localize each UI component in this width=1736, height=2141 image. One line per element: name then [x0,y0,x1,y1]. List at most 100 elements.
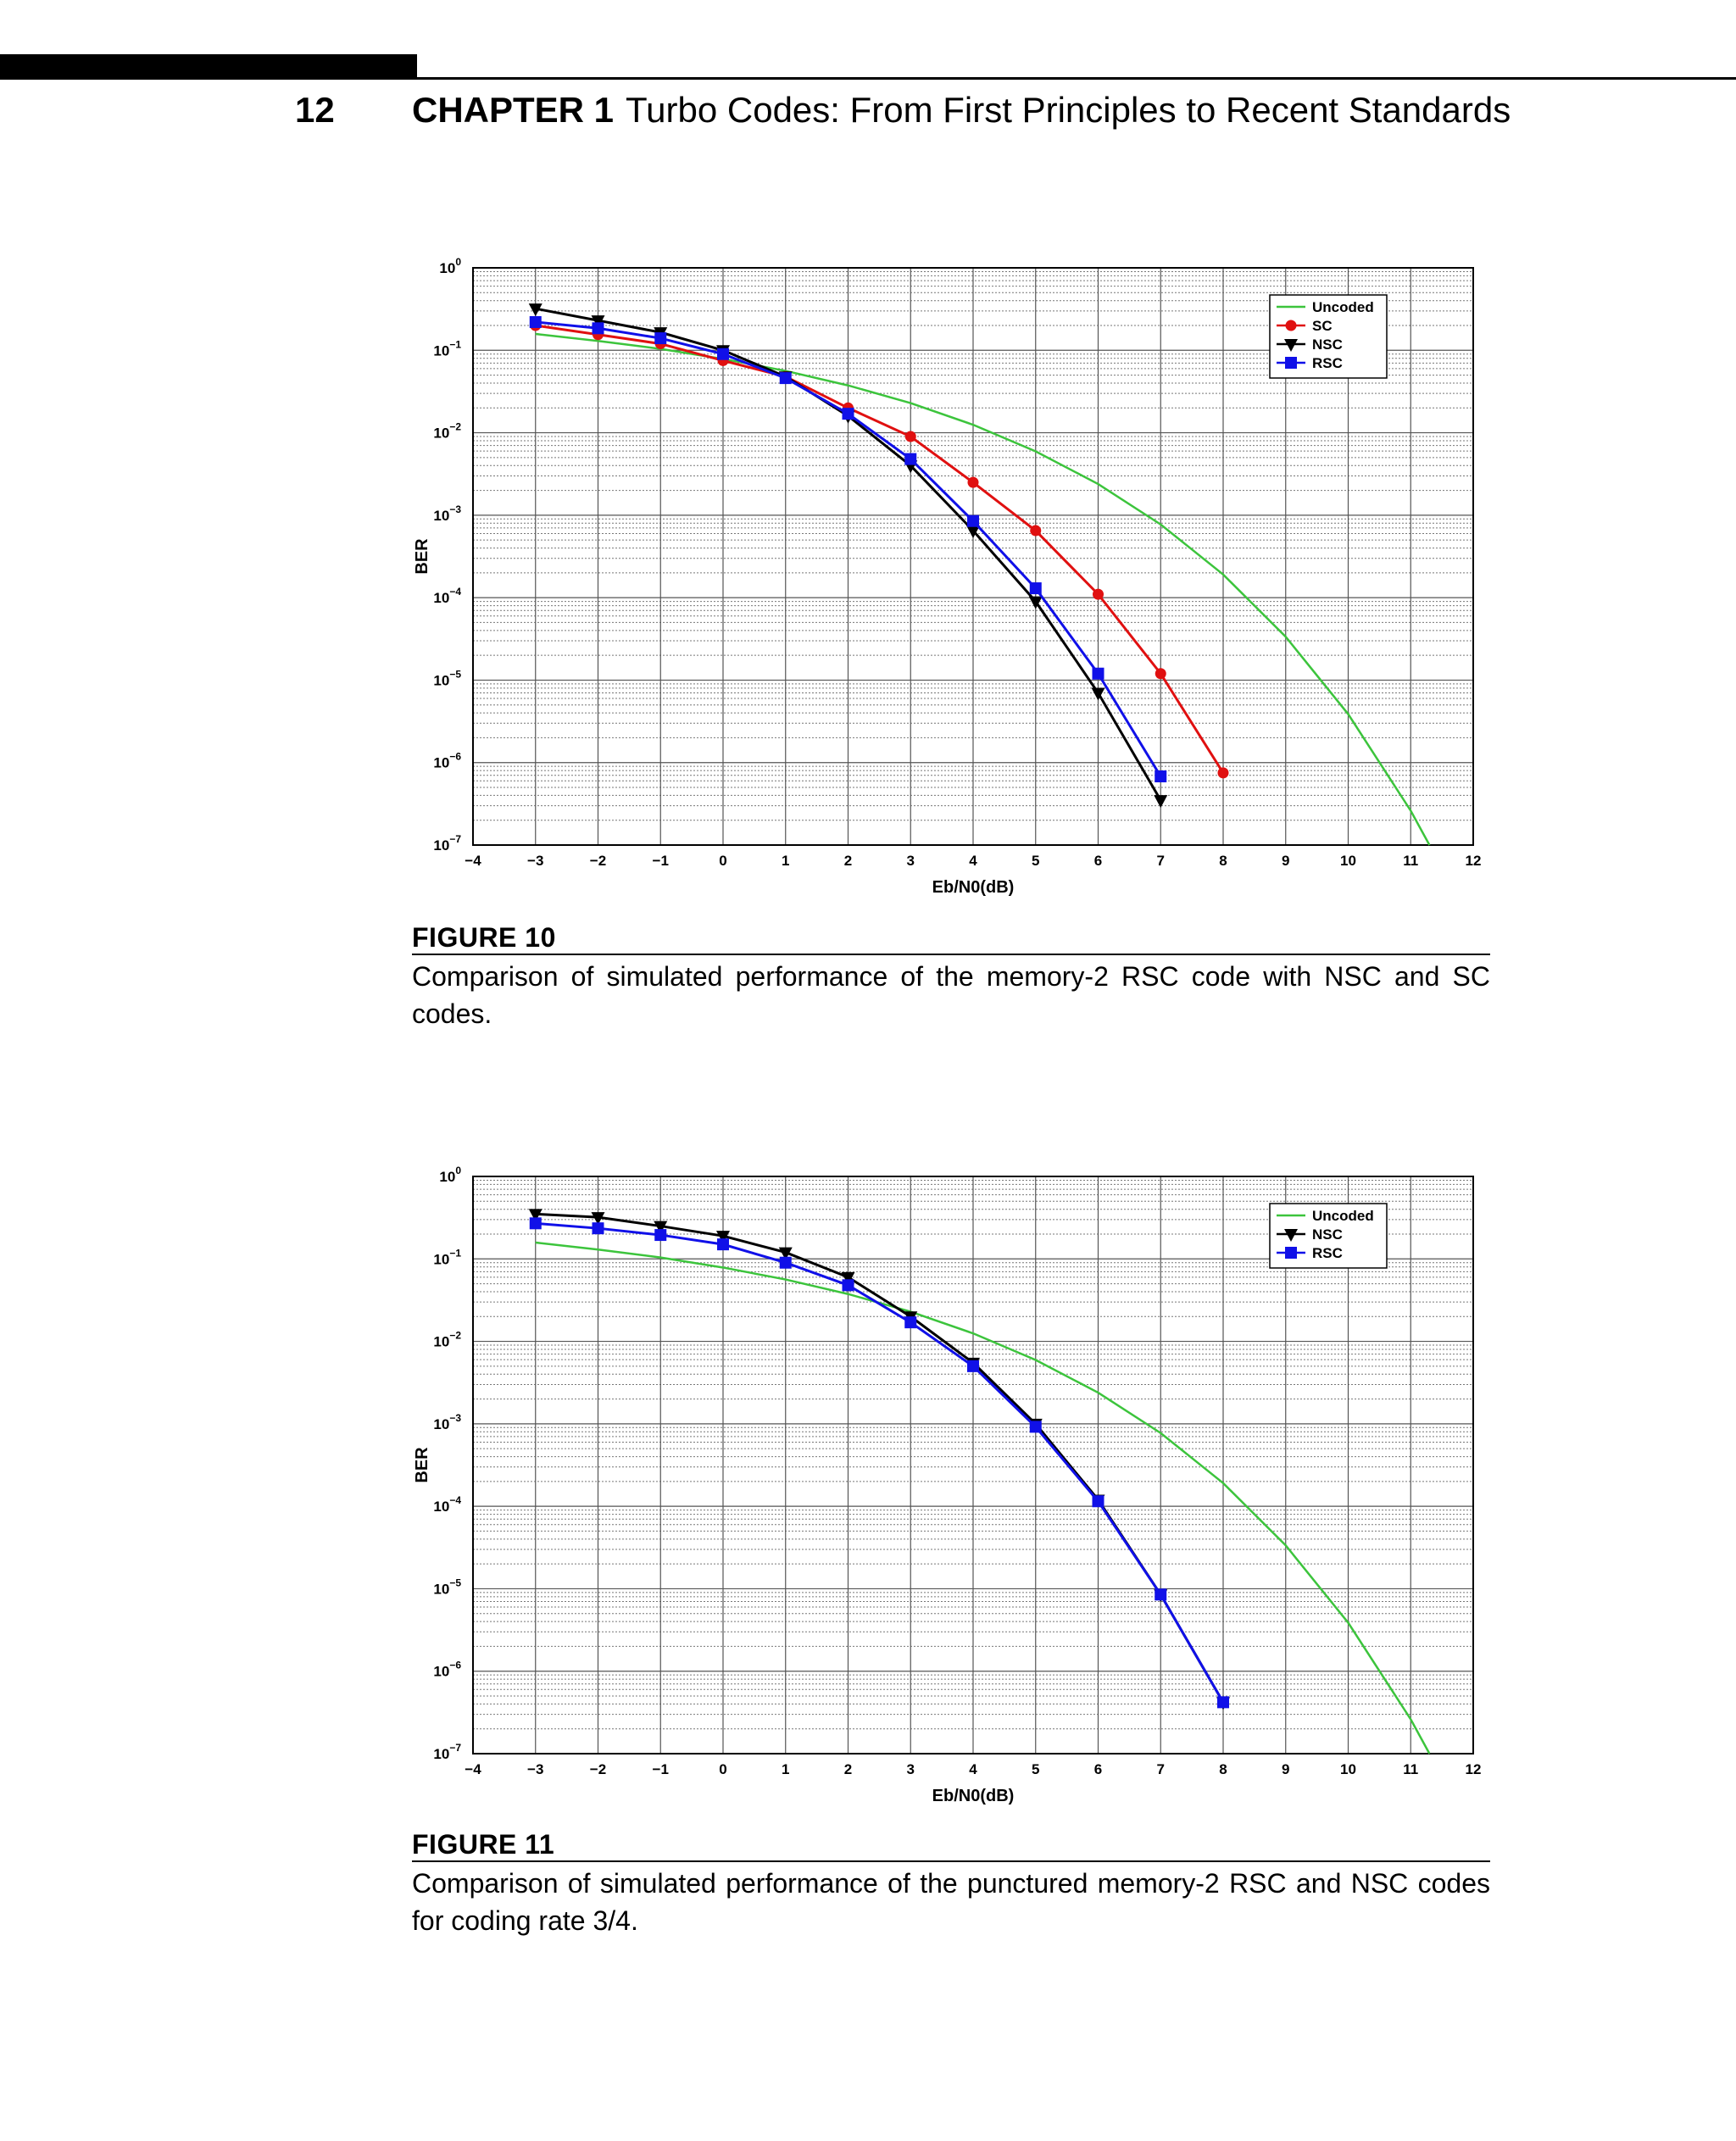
plot-frame [472,1176,1474,1755]
y-tick-exponent: −6 [449,751,461,763]
x-tick-label: 9 [1282,1761,1289,1777]
y-tick-label: 10−3 [433,503,461,524]
square-marker [904,453,917,465]
running-head: CHAPTER 1 Turbo Codes: From First Princip… [412,90,1511,131]
series-rsc [529,315,1167,783]
x-axis-label: Eb/N0(dB) [932,878,1015,897]
y-tick-label: 100 [439,1165,461,1185]
legend-item-uncoded: Uncoded [1277,1208,1374,1224]
y-tick-label: 10−4 [433,586,461,606]
square-marker [1285,357,1297,369]
x-tick-label: 11 [1403,853,1418,869]
chapter-title: Turbo Codes: From First Principles to Re… [626,90,1511,130]
legend: Uncoded NSC RSC [1269,1203,1388,1269]
square-marker [1029,1421,1042,1433]
x-tick-label: 0 [719,853,726,869]
x-tick-label: 3 [907,853,915,869]
series-line-rsc [535,1221,1225,1704]
y-tick-exponent: −5 [449,1577,461,1588]
figure-11-label: FIGURE 11 [412,1829,555,1860]
legend-label: SC [1312,318,1333,334]
x-tick-label: −2 [590,853,606,869]
triangle-marker [841,1271,855,1285]
x-tick-label: −3 [527,853,543,869]
square-marker [592,322,604,335]
square-marker [592,1222,604,1235]
series-line-sc [535,324,1225,774]
y-axis-label: BER [413,538,431,575]
x-tick-label: 2 [844,853,852,869]
x-axis-label: Eb/N0(dB) [932,1787,1015,1805]
x-tick-label: −1 [653,853,669,869]
y-tick-label: 10−1 [433,1247,461,1267]
y-tick-label: 10−3 [433,1412,461,1432]
y-tick-label: 100 [439,256,461,276]
y-tick-label: 10−5 [433,668,461,688]
x-tick-label: 5 [1032,853,1039,869]
circle-marker [1217,767,1229,779]
x-tick-label: −1 [653,1761,669,1777]
y-tick-label: 10−6 [433,1660,461,1680]
legend-item-nsc: NSC [1277,1226,1343,1243]
y-tick-exponent: −5 [449,668,461,680]
y-tick-exponent: −3 [449,503,461,515]
legend-item-uncoded: Uncoded [1277,299,1374,315]
triangle-marker [1028,596,1043,609]
legend-label: NSC [1312,336,1343,353]
x-tick-label: 2 [844,1761,852,1777]
y-tick-label: 10−1 [433,338,461,359]
circle-marker [1285,320,1297,331]
figure-10-rule [412,954,1490,955]
circle-marker [967,476,979,488]
x-tick-label: 3 [907,1761,915,1777]
x-tick-label: 8 [1219,853,1227,869]
triangle-marker [966,526,980,539]
legend-box [1269,294,1388,379]
x-tick-label: 12 [1466,853,1482,869]
page-number: 12 [295,90,335,130]
square-marker [654,332,667,345]
square-marker [904,1316,917,1329]
triangle-marker [528,1209,542,1222]
x-tick-label: 0 [719,1761,726,1777]
x-tick-label: 6 [1094,1761,1102,1777]
y-tick-exponent: −4 [449,1494,461,1506]
x-tick-label: 11 [1403,1761,1418,1777]
x-tick-label: −3 [527,1761,543,1777]
y-tick-exponent: −4 [449,586,461,598]
figure-11-rule [412,1860,1490,1862]
triangle-marker [591,1212,605,1226]
series-uncoded [535,332,1431,846]
x-tick-label: 7 [1157,1761,1165,1777]
legend-label: RSC [1312,1245,1343,1261]
y-tick-label: 10−6 [433,751,461,771]
series-line-uncoded [535,1241,1431,1755]
square-marker [967,1360,979,1372]
figure-11-caption: Comparison of simulated performance of t… [412,1868,1490,1936]
legend-label: Uncoded [1312,299,1374,315]
legend-label: NSC [1312,1226,1343,1243]
square-marker [717,1238,729,1251]
legend-item-sc: SC [1277,318,1333,334]
x-tick-label: 1 [782,1761,789,1777]
square-marker [842,1279,854,1292]
square-marker [1092,667,1104,680]
series-uncoded [535,1241,1431,1755]
square-marker [1155,1588,1167,1601]
triangle-marker [1284,339,1298,352]
square-marker [1217,1696,1229,1709]
x-tick-label: 5 [1032,1761,1039,1777]
y-tick-exponent: −3 [449,1412,461,1424]
x-tick-label: 9 [1282,853,1289,869]
x-tick-label: −2 [590,1761,606,1777]
square-marker [529,315,542,328]
x-tick-label: 1 [782,853,789,869]
square-marker [717,348,729,360]
x-tick-label: 4 [969,853,977,869]
header-bar [0,54,417,80]
figure-10-caption: Comparison of simulated performance of t… [412,961,1490,1029]
figure-11-chart: −4 −3 −2 −1 0 1 2 3 4 5 6 7 8 9 10 11 1210010−110−210−31… [413,1165,1481,1805]
square-marker [529,1217,542,1230]
y-tick-exponent: −1 [449,338,461,350]
triangle-marker [1154,795,1168,809]
